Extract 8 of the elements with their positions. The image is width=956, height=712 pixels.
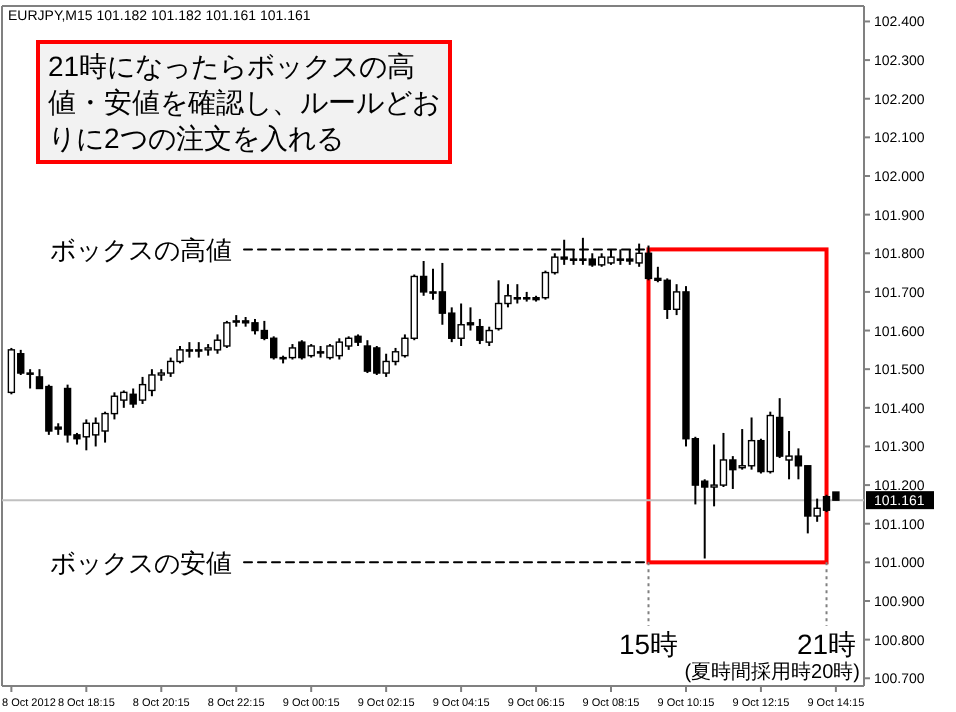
candlestick bbox=[7, 346, 16, 396]
ref-line-label: ボックスの高値 bbox=[50, 235, 232, 266]
ref-line-label: ボックスの安値 bbox=[50, 548, 232, 579]
ref-line-label: 21時 bbox=[796, 628, 857, 660]
ref-line-label: 15時 bbox=[618, 628, 679, 660]
annotation: 21時になったらボックスの高値・安値を確認し、ルールどおりに2つの注文を入れる bbox=[36, 40, 452, 164]
annotation: (夏時間採用時20時) bbox=[684, 660, 860, 684]
candlestick bbox=[363, 339, 372, 375]
